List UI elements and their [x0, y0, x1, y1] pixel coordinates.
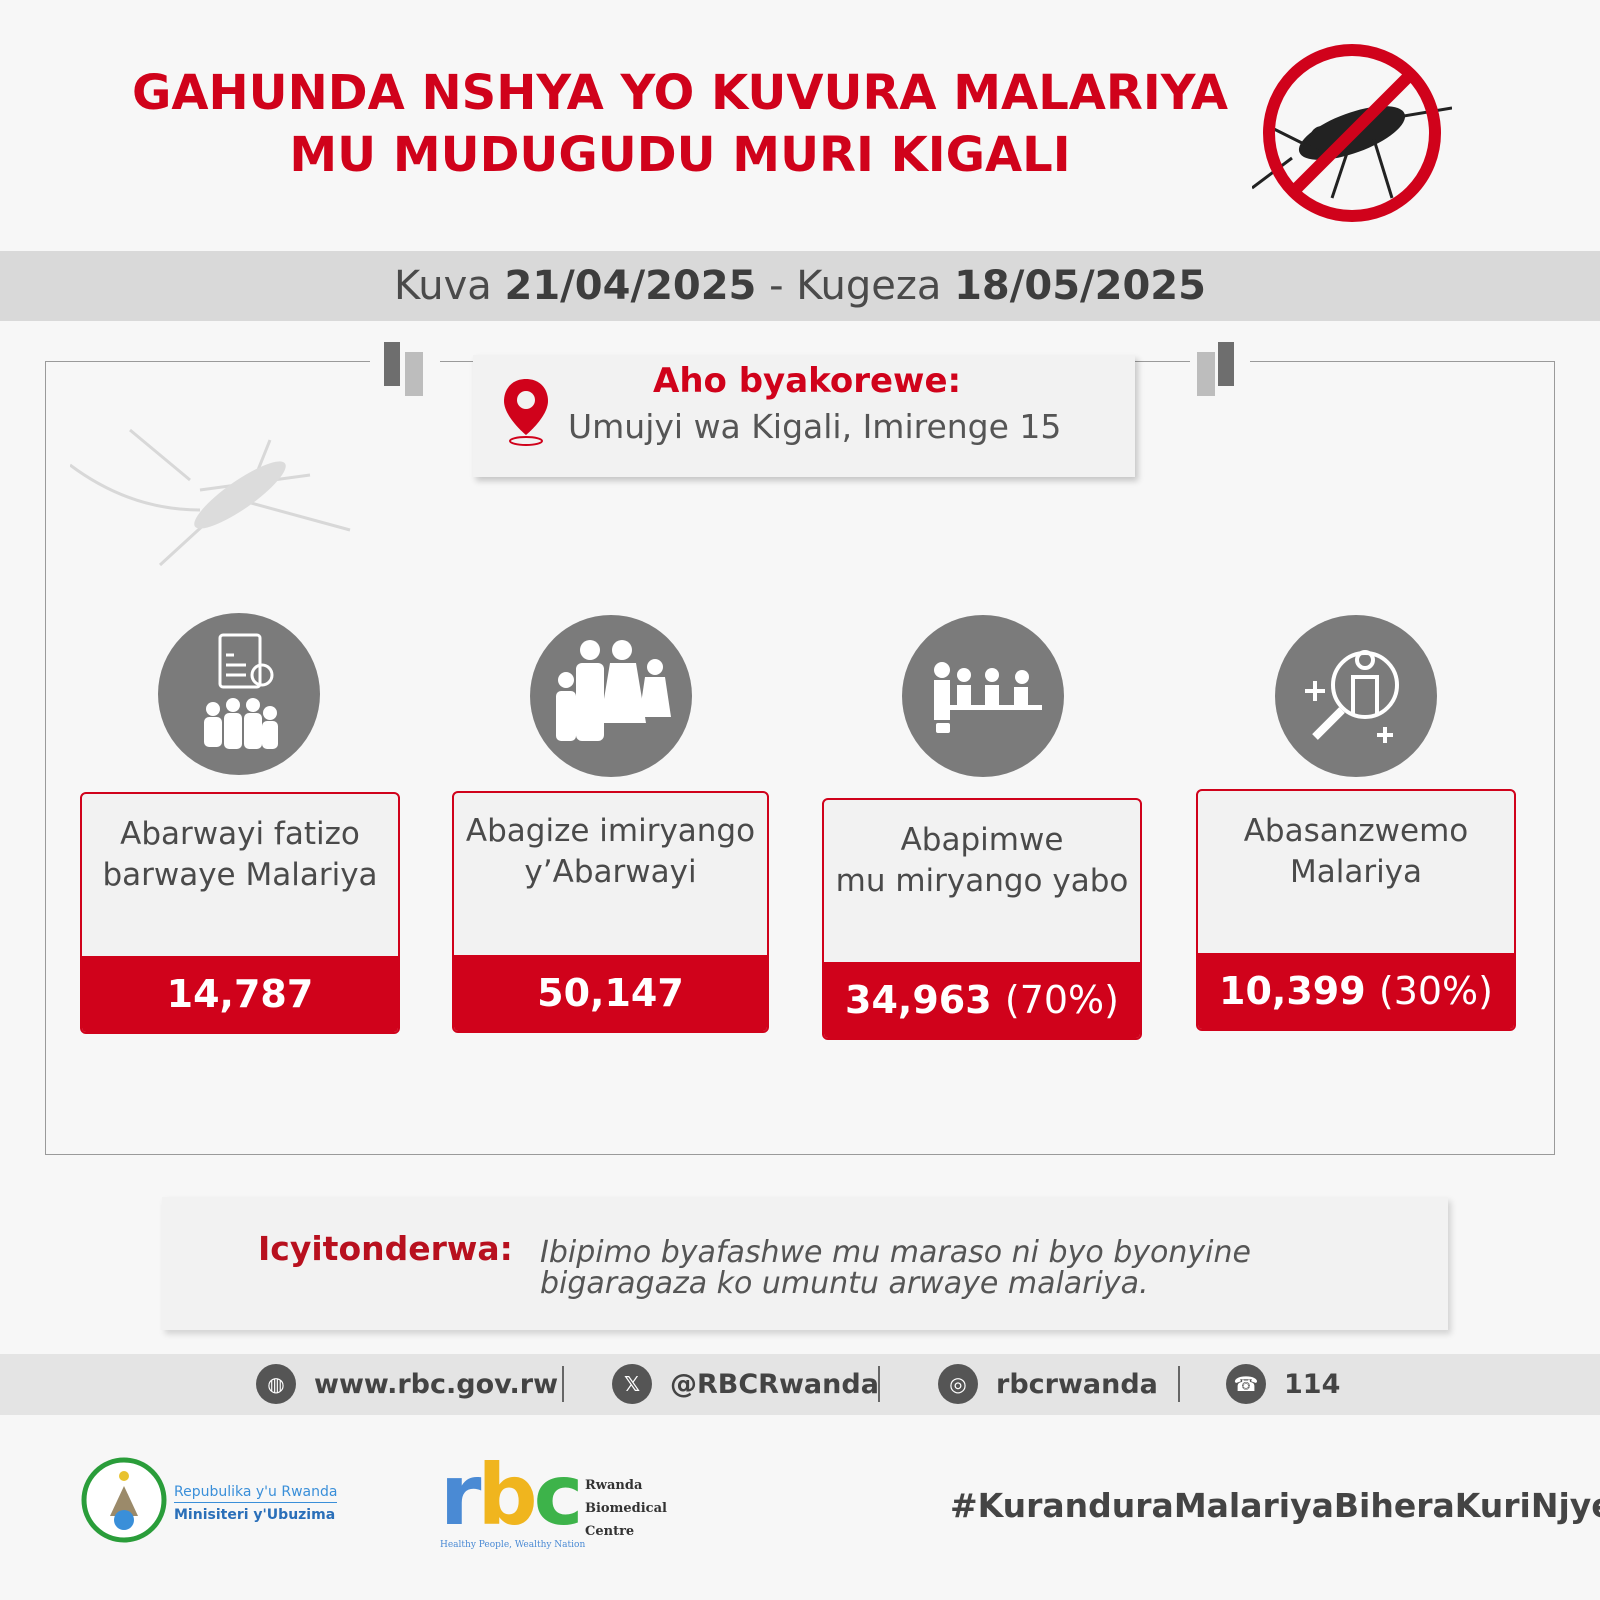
gov-name: Repubulika y'u Rwanda [174, 1484, 338, 1503]
map-pin-icon [504, 379, 548, 446]
website-link[interactable]: ◍ www.rbc.gov.rw [256, 1364, 558, 1404]
decoration [384, 342, 400, 386]
x-icon: 𝕏 [612, 1364, 652, 1404]
clipboard-crowd-icon [158, 613, 320, 775]
testing-icon [902, 615, 1064, 777]
stat-value: 10,399 (30%) [1198, 953, 1514, 1029]
magnifier-person-icon [1275, 615, 1437, 777]
stat-value: 34,963 (70%) [824, 962, 1140, 1038]
rbc-name: Rwanda Biomedical Centre [585, 1478, 667, 1539]
date-range: Kuva 21/04/2025 - Kugeza 18/05/2025 [0, 251, 1600, 321]
stat-card: Abasanzwemo Malariya 10,399 (30%) [1196, 789, 1516, 1031]
note-box: Icyitonderwa: Ibipimo byafashwe mu maras… [162, 1197, 1448, 1330]
mosquito-watermark-icon [70, 428, 351, 567]
location-heading: Aho byakorewe: [653, 361, 962, 401]
stat-card: Abapimwe mu miryango yabo 34,963 (70%) [822, 798, 1142, 1040]
phone-link[interactable]: ☎ 114 [1226, 1364, 1340, 1404]
stat-card: Abarwayi fatizo barwaye Malariya 14,787 [80, 792, 400, 1034]
stat-card: Abagize imiryango y’Abarwayi 50,147 [452, 791, 769, 1033]
decoration [405, 352, 423, 396]
location-value: Umujyi wa Kigali, Imirenge 15 [568, 407, 1062, 446]
globe-icon: ◍ [256, 1364, 296, 1404]
social-bar: ◍ www.rbc.gov.rw 𝕏 @RBCRwanda ◎ rbcrwanda ☎… [0, 1354, 1600, 1415]
x-link[interactable]: 𝕏 @RBCRwanda [612, 1364, 879, 1404]
rbc-tagline: Healthy People, Wealthy Nation [440, 1540, 586, 1550]
decoration [1197, 352, 1215, 396]
stat-value: 50,147 [454, 955, 767, 1031]
phone-icon: ☎ [1226, 1364, 1266, 1404]
ministry-name: Minisiteri y'Ubuzima [174, 1507, 336, 1523]
no-mosquito-icon [1252, 44, 1452, 222]
family-icon [530, 615, 692, 777]
rwanda-coat-of-arms-logo [81, 1457, 167, 1543]
stat-value: 14,787 [82, 956, 398, 1032]
decoration [1218, 342, 1234, 386]
rbc-logo: rbc [440, 1446, 583, 1544]
instagram-link[interactable]: ◎ rbcrwanda [938, 1364, 1158, 1404]
location-card: Aho byakorewe: Umujyi wa Kigali, Imireng… [473, 355, 1135, 477]
instagram-icon: ◎ [938, 1364, 978, 1404]
hashtag: #KuranduraMalariyaBiheraKuriNjye [950, 1486, 1600, 1525]
page-title: GAHUNDA NSHYA YO KUVURA MALARIYA MU MUDU… [131, 65, 1229, 183]
